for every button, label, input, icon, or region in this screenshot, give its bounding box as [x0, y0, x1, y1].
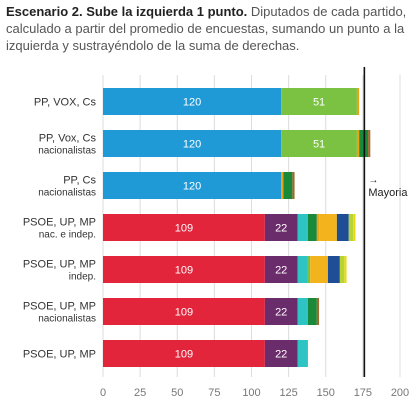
bar-segment: [281, 130, 357, 157]
bar-segment: [297, 340, 308, 367]
bar-segment: [319, 214, 337, 241]
bar-value-label: 120: [183, 97, 201, 109]
bar-value-label: 22: [275, 265, 287, 277]
bar-value-label: 120: [183, 181, 201, 193]
majority-arrow: →: [368, 175, 378, 186]
bar-segment: [103, 340, 265, 367]
bar-segment: [281, 172, 284, 199]
bar-segment: [264, 298, 298, 325]
category-label: PP, Vox, Cs: [39, 133, 97, 145]
bar-segment: [103, 298, 265, 325]
x-tick-label: 50: [171, 387, 183, 399]
bar-segment: [297, 214, 308, 241]
bar-segment: [297, 256, 308, 283]
category-label: PSOE, UP, MP: [23, 349, 96, 361]
bar-segment: [264, 256, 298, 283]
bar-segment: [103, 88, 282, 115]
category-label: PSOE, UP, MP: [23, 301, 96, 313]
bar-segment: [103, 214, 265, 241]
bar-segment: [281, 88, 357, 115]
category-label: PP, VOX, Cs: [34, 97, 97, 109]
x-tick-label: 100: [242, 387, 260, 399]
bar-segment: [368, 130, 371, 157]
bar-segment: [103, 256, 265, 283]
bar-segment: [344, 256, 347, 283]
category-label: nacionalistas: [38, 146, 96, 157]
bar-segment: [264, 214, 298, 241]
bar-segment: [297, 298, 308, 325]
majority-label: Mayoria: [368, 187, 408, 199]
x-tick-label: 0: [100, 387, 106, 399]
bar-segment: [292, 172, 295, 199]
bar-value-label: 22: [275, 307, 287, 319]
bar-segment: [348, 214, 354, 241]
x-tick-label: 125: [279, 387, 297, 399]
category-label: PSOE, UP, MP: [23, 217, 96, 229]
bar-segment: [356, 88, 360, 115]
bar-value-label: 51: [313, 139, 325, 151]
chart-title-block: Escenario 2. Sube la izquierda 1 punto. …: [6, 3, 410, 54]
category-label: nac. e indep.: [39, 230, 96, 241]
category-label: indep.: [69, 272, 96, 283]
bar-segment: [264, 340, 298, 367]
bar-segment: [353, 214, 356, 241]
category-label: PP, Cs: [63, 175, 96, 187]
bar-segment: [307, 256, 311, 283]
bar-segment: [339, 256, 345, 283]
category-label: nacionalistas: [38, 314, 96, 325]
bar-value-label: 109: [175, 349, 193, 361]
bar-segment: [336, 214, 349, 241]
bar-segment: [307, 298, 317, 325]
x-tick-label: 150: [317, 387, 335, 399]
bar-value-label: 22: [275, 349, 287, 361]
x-tick-label: 175: [354, 387, 372, 399]
x-tick-label: 75: [208, 387, 220, 399]
bar-segment: [310, 256, 328, 283]
bar-segment: [316, 214, 320, 241]
bar-value-label: 109: [175, 223, 193, 235]
x-tick-label: 200: [391, 387, 409, 399]
bar-value-label: 51: [313, 97, 325, 109]
category-label: nacionalistas: [38, 188, 96, 199]
bar-value-label: 22: [275, 223, 287, 235]
category-label: PSOE, UP, MP: [23, 259, 96, 271]
bar-segment: [103, 172, 282, 199]
bar-segment: [316, 298, 320, 325]
chart-title: Escenario 2. Sube la izquierda 1 punto.: [6, 4, 248, 19]
bar-segment: [307, 214, 317, 241]
x-tick-label: 25: [134, 387, 146, 399]
bar-segment: [283, 172, 293, 199]
bar-segment: [327, 256, 340, 283]
chart-subtitle: Diputados de cada partido, calculado a p…: [6, 4, 407, 53]
bar-value-label: 109: [175, 307, 193, 319]
bar-value-label: 109: [175, 265, 193, 277]
bar-segment: [103, 130, 282, 157]
bar-value-label: 120: [183, 139, 201, 151]
bar-segment: [356, 130, 360, 157]
